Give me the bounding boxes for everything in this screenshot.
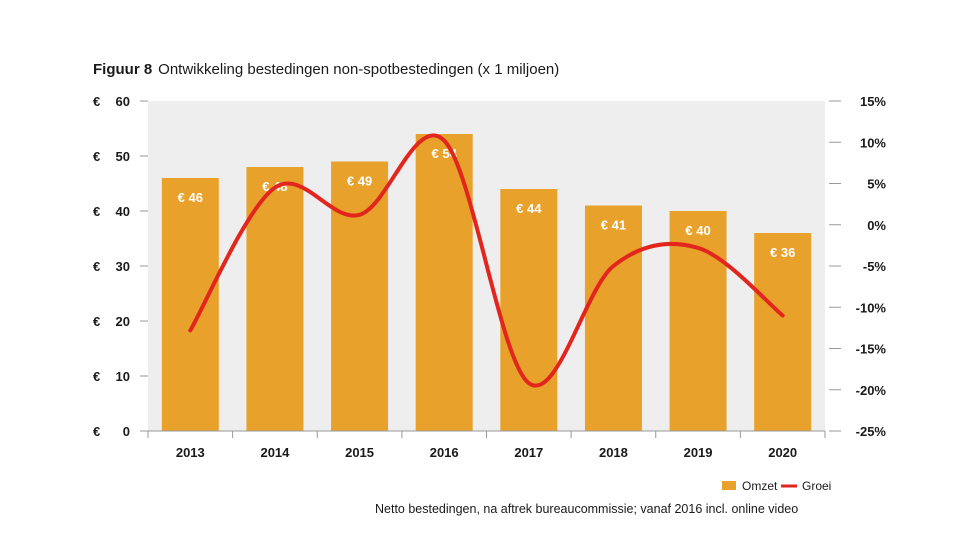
y-right-tick-label: 5%: [867, 177, 886, 192]
x-tick-label-2019: 2019: [684, 445, 713, 460]
y-left-tick-currency: €: [93, 259, 100, 274]
data-label-2017: € 44: [516, 201, 542, 216]
y-right-tick-label: 15%: [860, 94, 886, 109]
x-tick-label-2013: 2013: [176, 445, 205, 460]
y-left-tick-currency: €: [93, 314, 100, 329]
y-left-tick-label: 60: [116, 94, 130, 109]
bar-series-omzet: [161, 134, 812, 431]
figure-title-text: Ontwikkeling bestedingen non-spotbestedi…: [158, 61, 560, 78]
data-label-2018: € 41: [601, 218, 626, 233]
bar-2020: [754, 233, 812, 431]
y-right-tick-label: 0%: [867, 218, 886, 233]
y-left-tick-label: 50: [116, 149, 130, 164]
x-tick-label-2017: 2017: [514, 445, 543, 460]
y-right-tick-label: -25%: [856, 424, 887, 439]
x-tick-label-2020: 2020: [768, 445, 797, 460]
data-label-2020: € 36: [770, 245, 795, 260]
x-tick-label-2016: 2016: [430, 445, 459, 460]
x-tick-label-2015: 2015: [345, 445, 374, 460]
data-label-2015: € 49: [347, 174, 372, 189]
y-right-tick-label: -20%: [856, 383, 887, 398]
y-left-tick-label: 20: [116, 314, 130, 329]
bar-2018: [584, 205, 642, 431]
legend-swatch-omzet: [722, 481, 736, 490]
legend-label-omzet: Omzet: [742, 479, 778, 493]
data-label-2019: € 40: [685, 223, 710, 238]
right-axis: 15% 10% 5% 0% -5% -10% -15% -20% -25%: [829, 94, 886, 439]
data-label-2013: € 46: [178, 190, 203, 205]
y-left-tick-label: 40: [116, 204, 130, 219]
y-left-tick-currency: €: [93, 424, 100, 439]
footnote: Netto bestedingen, na aftrek bureaucommi…: [375, 502, 799, 516]
bar-2017: [500, 189, 558, 431]
y-left-tick-currency: €: [93, 369, 100, 384]
y-right-tick-label: -15%: [856, 342, 887, 357]
bar-2015: [331, 161, 389, 431]
y-left-tick-label: 30: [116, 259, 130, 274]
y-left-tick-label: 10: [116, 369, 130, 384]
y-right-tick-label: 10%: [860, 135, 886, 150]
x-tick-label-2018: 2018: [599, 445, 628, 460]
y-right-tick-label: -10%: [856, 300, 887, 315]
legend-label-groei: Groei: [802, 479, 831, 493]
x-tick-label-2014: 2014: [260, 445, 290, 460]
left-axis: €0 € 10 € 20 € 30 € 40 € 50 € 60: [93, 94, 148, 439]
line-series-groei: [188, 133, 785, 388]
y-left-tick-currency: €: [93, 94, 100, 109]
x-axis: 2013 2014 2015 2016 2017 2018 2019 2020: [147, 430, 826, 460]
bar-2013: [161, 178, 219, 431]
y-left-tick-currency: €: [93, 204, 100, 219]
y-left-tick-label: 0: [123, 424, 130, 439]
figure-label: Figuur 8: [93, 61, 153, 78]
chart-title: Figuur 8 Ontwikkeling bestedingen non-spo…: [93, 61, 559, 78]
y-right-tick-label: -5%: [863, 259, 887, 274]
legend: Omzet Groei: [722, 479, 831, 493]
y-left-tick-currency: €: [93, 149, 100, 164]
